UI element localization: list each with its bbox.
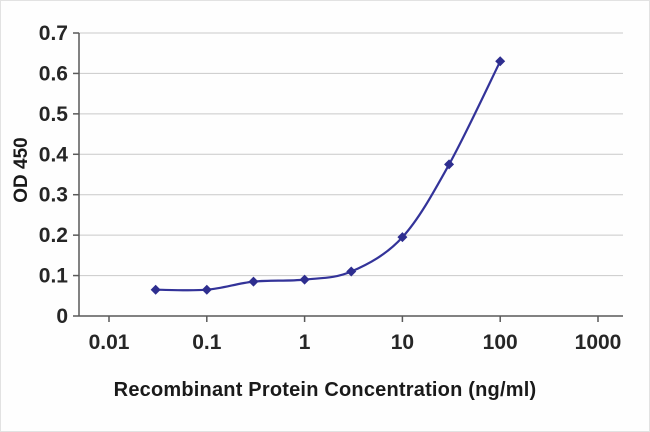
data-point-marker (495, 56, 506, 67)
y-tick-label: 0.3 (39, 184, 68, 207)
data-point-marker (201, 284, 212, 295)
y-tick-label: 0.1 (39, 265, 69, 288)
data-point-marker (346, 266, 357, 277)
y-tick-label: 0.6 (39, 62, 68, 85)
data-point-marker (397, 232, 408, 243)
data-point-marker (150, 284, 161, 295)
y-tick-label: 0.4 (39, 143, 69, 166)
x-tick-label: 1000 (575, 331, 622, 354)
data-point-marker (444, 159, 455, 170)
x-tick-label: 1 (299, 331, 311, 354)
x-tick-label: 10 (391, 331, 414, 354)
x-tick-label: 100 (483, 331, 518, 354)
y-tick-label: 0.7 (39, 22, 68, 45)
y-tick-label: 0.5 (39, 103, 69, 126)
x-tick-label: 0.1 (192, 331, 222, 354)
y-tick-label: 0 (56, 305, 68, 328)
data-point-marker (299, 274, 310, 285)
x-tick-label: 0.01 (89, 331, 130, 354)
y-tick-label: 0.2 (39, 224, 68, 247)
data-point-marker (248, 276, 259, 287)
y-axis-title: OD 450 (11, 137, 32, 203)
data-series-line (155, 60, 502, 292)
x-axis-title: Recombinant Protein Concentration (ng/ml… (113, 379, 537, 401)
